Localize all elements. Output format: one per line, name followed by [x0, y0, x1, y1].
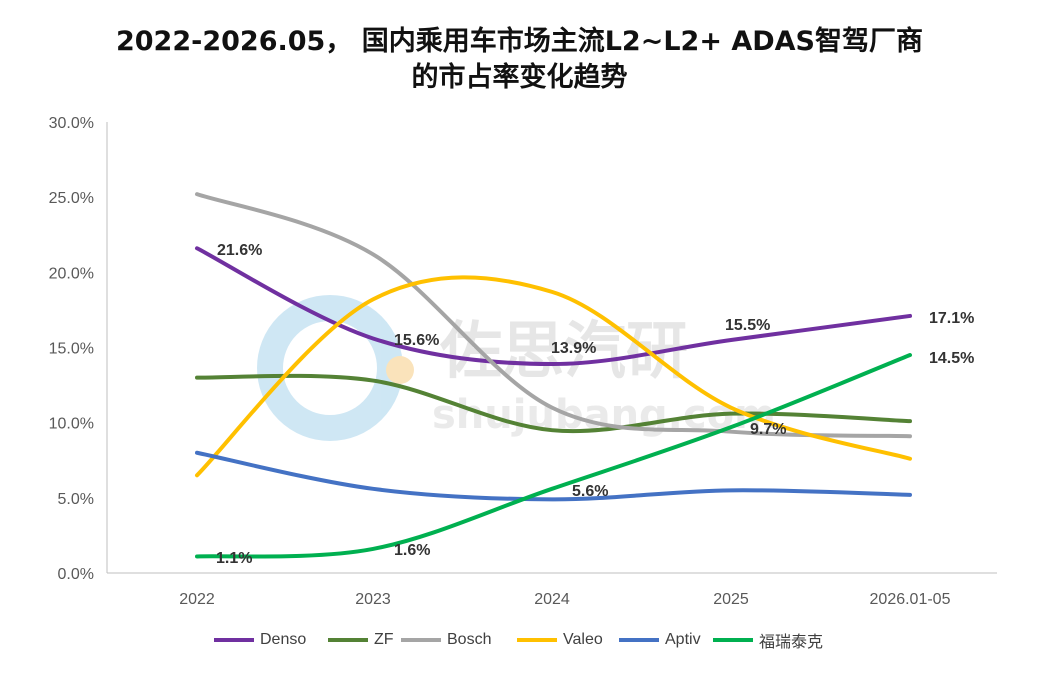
legend-label: 福瑞泰克	[759, 634, 824, 651]
chart-series	[195, 192, 912, 559]
data-label: 14.5%	[929, 350, 974, 367]
x-tick-label: 2023	[355, 591, 391, 608]
legend-label: Aptiv	[665, 631, 701, 648]
x-tick-label: 2026.01-05	[870, 591, 951, 608]
legend-swatch	[401, 638, 441, 642]
legend-swatch	[328, 638, 368, 642]
series-line-5	[195, 353, 912, 559]
legend-item-5: 福瑞泰克	[713, 628, 823, 652]
legend-label: Bosch	[447, 631, 492, 648]
data-label: 13.9%	[551, 340, 596, 357]
chart-axes: 0.0% 5.0% 10.0% 15.0% 20.0% 25.0% 30.0% 2022 202…	[49, 115, 997, 608]
legend-item-4: Aptiv	[619, 628, 701, 652]
x-tick-label: 2024	[534, 591, 570, 608]
legend-swatch	[619, 638, 659, 642]
x-tick-label: 2022	[179, 591, 215, 608]
data-label: 1.1%	[216, 550, 252, 567]
series-line-4	[195, 450, 912, 502]
chart-title: 2022-2026.05， 国内乘用车市场主流L2~L2+ ADAS智驾厂商 的…	[0, 24, 1039, 96]
y-tick-label: 10.0%	[49, 416, 94, 433]
data-label: 15.5%	[725, 317, 770, 334]
series-line-0	[195, 246, 912, 367]
data-label: 1.6%	[394, 542, 430, 559]
data-label: 21.6%	[217, 242, 262, 259]
data-label: 17.1%	[929, 310, 974, 327]
series-line-3	[195, 275, 912, 478]
data-label: 5.6%	[572, 483, 608, 500]
legend-swatch	[214, 638, 254, 642]
x-tick-label: 2025	[713, 591, 749, 608]
legend-item-1: ZF	[328, 628, 394, 652]
line-chart: 佐思汽研 shujubang.com 0.0%5.0%10.0%15.0%20.…	[49, 115, 997, 608]
legend-label: Valeo	[563, 631, 603, 648]
y-tick-label: 25.0%	[49, 190, 94, 207]
chart-title-line-1: 2022-2026.05， 国内乘用车市场主流L2~L2+ ADAS智驾厂商	[115, 26, 923, 57]
legend-label: Denso	[260, 631, 307, 648]
y-tick-label: 20.0%	[49, 265, 94, 282]
legend-label: ZF	[374, 631, 394, 648]
chart-title-line-2: 的市占率变化趋势	[411, 62, 628, 93]
y-tick-label: 30.0%	[49, 115, 94, 132]
legend-item-3: Valeo	[517, 628, 603, 652]
watermark-logo-icon	[257, 295, 403, 441]
y-tick-label: 0.0%	[58, 566, 94, 583]
y-tick-label: 15.0%	[49, 341, 94, 358]
chart-data-labels: 21.6% 15.6% 13.9% 15.5% 17.1% 14.5% 9.7% 5.6% 1.…	[216, 242, 974, 567]
data-label: 15.6%	[394, 332, 439, 349]
chart-legend: Denso ZF Bosch Valeo Aptiv 福瑞泰克	[0, 628, 1039, 652]
series-line-2	[195, 192, 912, 439]
series-line-1	[195, 373, 912, 434]
legend-swatch	[713, 638, 753, 642]
watermark-logo-dot	[386, 356, 414, 384]
legend-item-2: Bosch	[401, 628, 491, 652]
data-label: 9.7%	[750, 421, 786, 438]
legend-item-0: Denso	[214, 628, 306, 652]
y-tick-label: 5.0%	[58, 491, 94, 508]
legend-swatch	[517, 638, 557, 642]
